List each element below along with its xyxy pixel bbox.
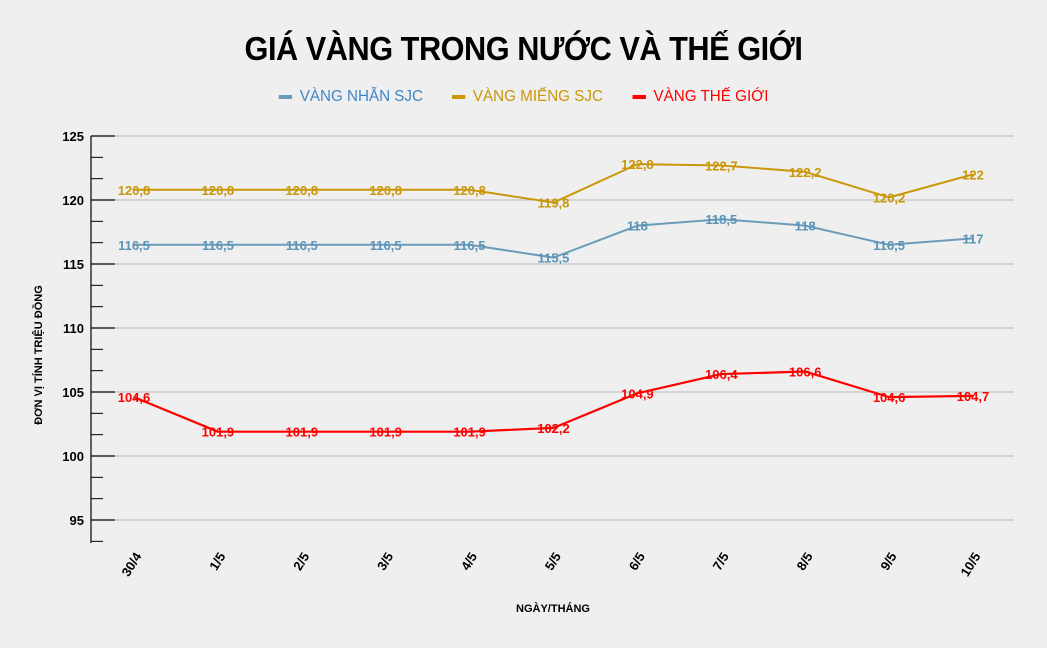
data-label: 116,5 (873, 238, 905, 253)
data-label: 120,8 (369, 183, 402, 198)
legend-swatch-icon (278, 95, 292, 99)
data-label: 106,4 (705, 367, 738, 382)
data-label: 116,5 (370, 238, 402, 253)
x-tick-label: 9/5 (877, 550, 899, 573)
data-label: 101,9 (202, 425, 235, 440)
series-1: 120,8 120,8 120,8 120,8 120,8 119,8 122,8 122,7… (118, 157, 984, 210)
chart-title: GIÁ VÀNG TRONG NƯỚC VÀ THẾ GIỚI (244, 30, 803, 67)
data-label: 101,9 (369, 425, 402, 440)
chart-legend: VÀNG NHẪN SJC VÀNG MIẾNG SJC VÀNG THẾ GI… (0, 88, 1047, 106)
legend-label: VÀNG NHẪN SJC (299, 88, 423, 105)
x-tick-label: 30/4 (118, 549, 145, 579)
x-tick-label: 3/5 (374, 550, 396, 573)
legend-item-vang-nhan-sjc: VÀNG NHẪN SJC (278, 88, 423, 106)
y-axis-title: ĐƠN VỊ TÍNH TRIỆU ĐỒNG (32, 285, 45, 425)
x-tick-label: 10/5 (957, 550, 983, 579)
data-label: 120,8 (202, 183, 235, 198)
data-label: 116,5 (454, 238, 486, 253)
data-label: 119,8 (538, 196, 570, 211)
y-tick-label: 110 (63, 321, 84, 336)
x-tick-label: 6/5 (626, 550, 648, 573)
data-series: 116,5 116,5 116,5 116,5 116,5 115,5 118 118,5 11… (118, 157, 990, 440)
data-label: 122,7 (705, 158, 738, 173)
data-label: 116,5 (286, 238, 318, 253)
y-axis: 95 100 105 110 115 120 125 (62, 129, 115, 543)
data-label: 102,2 (537, 421, 570, 436)
y-tick-label: 115 (63, 257, 84, 272)
y-tick-label: 100 (62, 449, 84, 464)
legend-label: VÀNG MIẾNG SJC (473, 88, 604, 105)
x-axis: 30/4 1/5 2/5 3/5 4/5 5/5 6/5 7/5 8/5 9/5 10/5 (118, 549, 983, 579)
data-label: 104,6 (118, 390, 151, 405)
data-label: 106,6 (789, 365, 822, 380)
data-label: 120,2 (873, 190, 906, 205)
x-tick-label: 7/5 (710, 550, 732, 573)
data-label: 101,9 (453, 425, 486, 440)
series-line (134, 163, 974, 204)
data-label: 104,6 (873, 390, 906, 405)
data-label: 116,5 (118, 238, 150, 253)
data-label: 115,5 (538, 251, 570, 266)
data-label: 120,8 (118, 183, 151, 198)
series-2: 104,6 101,9 101,9 101,9 101,9 102,2 104,9 106,4… (118, 365, 990, 440)
legend-swatch-icon (452, 95, 466, 99)
data-label: 120,8 (286, 183, 319, 198)
data-label: 122 (962, 167, 984, 182)
y-tick-label: 105 (62, 385, 84, 400)
series-line (134, 218, 974, 259)
data-label: 104,7 (957, 389, 990, 404)
y-tick-label: 95 (70, 513, 84, 528)
data-label: 101,9 (286, 425, 319, 440)
x-tick-label: 1/5 (206, 550, 228, 573)
legend-swatch-icon (632, 95, 647, 99)
data-label: 122,8 (621, 157, 654, 172)
y-tick-label: 125 (62, 129, 84, 144)
data-label: 118 (795, 219, 816, 234)
x-axis-title: NGÀY/THÁNG (516, 602, 590, 615)
series-0: 116,5 116,5 116,5 116,5 116,5 115,5 118 118,5 11… (118, 212, 983, 265)
x-tick-label: 5/5 (542, 550, 564, 573)
data-label: 118 (627, 219, 648, 234)
x-tick-label: 2/5 (290, 550, 312, 573)
data-label: 117 (963, 231, 984, 246)
legend-item-vang-mieng-sjc: VÀNG MIẾNG SJC (452, 88, 603, 106)
gridlines (91, 135, 1014, 521)
y-tick-label: 120 (62, 193, 84, 208)
legend-label: VÀNG THẾ GIỚI (653, 88, 769, 105)
legend-item-vang-the-gioi: VÀNG THẾ GIỚI (632, 88, 769, 106)
x-tick-label: 8/5 (793, 550, 815, 573)
data-label: 122,2 (789, 165, 822, 180)
data-label: 104,9 (621, 386, 654, 401)
series-line (133, 370, 974, 433)
x-tick-label: 4/5 (458, 550, 480, 573)
data-label: 116,5 (202, 238, 234, 253)
data-label: 120,8 (453, 183, 486, 198)
data-label: 118,5 (705, 212, 737, 227)
